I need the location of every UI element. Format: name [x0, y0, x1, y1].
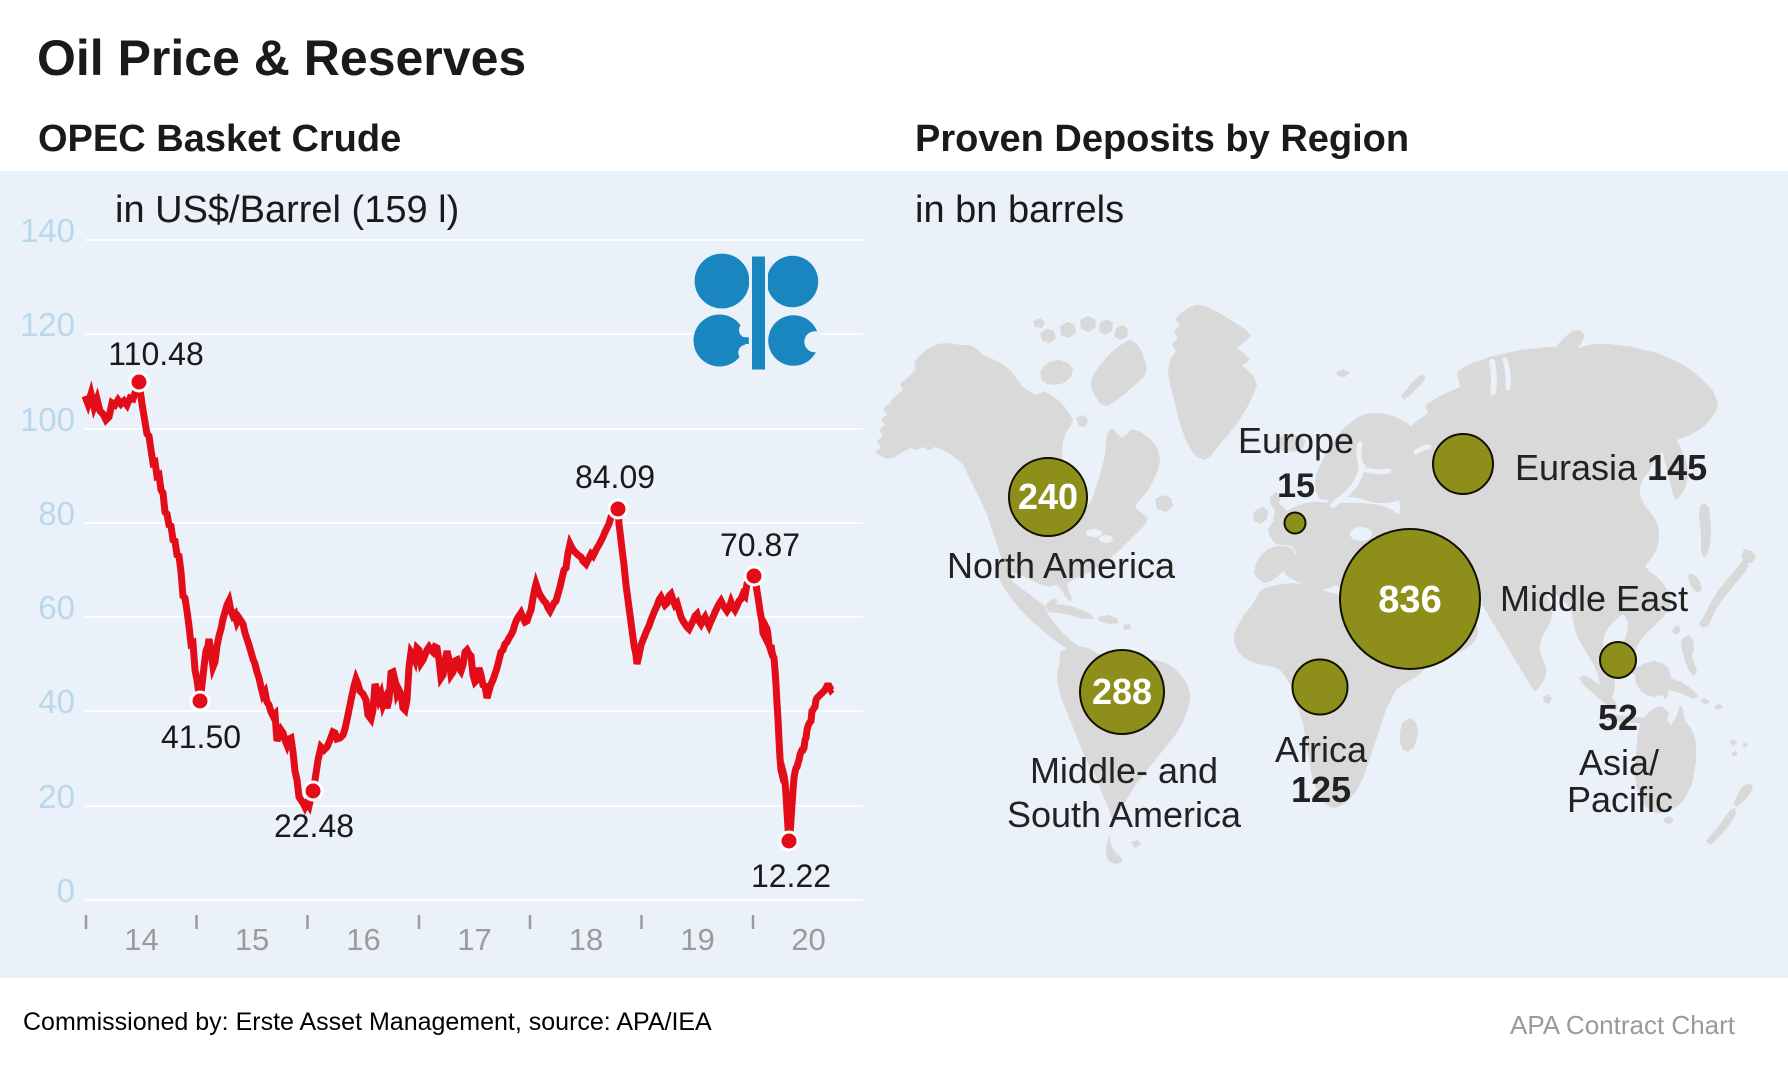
svg-text:15: 15 — [235, 922, 269, 957]
svg-text:South America: South America — [1007, 794, 1242, 835]
svg-text:APA Contract Chart: APA Contract Chart — [1510, 1010, 1736, 1040]
svg-text:120: 120 — [20, 306, 75, 343]
svg-text:OPEC Basket Crude: OPEC Basket Crude — [38, 118, 401, 160]
svg-text:240: 240 — [1018, 476, 1078, 517]
svg-text:52: 52 — [1598, 697, 1638, 738]
svg-text:20: 20 — [791, 922, 825, 957]
svg-text:125: 125 — [1291, 769, 1351, 810]
svg-text:70.87: 70.87 — [720, 527, 800, 563]
svg-text:0: 0 — [57, 872, 75, 909]
svg-text:17: 17 — [457, 922, 491, 957]
svg-text:Commissioned by: Erste Asset M: Commissioned by: Erste Asset Management,… — [23, 1008, 712, 1036]
svg-text:19: 19 — [680, 922, 714, 957]
svg-text:100: 100 — [20, 401, 75, 438]
svg-text:12.22: 12.22 — [751, 858, 831, 894]
svg-text:836: 836 — [1378, 579, 1441, 621]
svg-text:110.48: 110.48 — [108, 336, 204, 372]
svg-text:22.48: 22.48 — [274, 808, 354, 844]
svg-text:Middle- and: Middle- and — [1030, 750, 1218, 791]
svg-text:84.09: 84.09 — [575, 459, 655, 495]
svg-text:80: 80 — [38, 495, 75, 532]
svg-text:20: 20 — [38, 778, 75, 815]
svg-text:Europe: Europe — [1238, 420, 1354, 461]
svg-text:41.50: 41.50 — [161, 719, 241, 755]
svg-text:60: 60 — [38, 589, 75, 626]
svg-text:14: 14 — [124, 922, 158, 957]
svg-text:Middle East: Middle East — [1500, 578, 1688, 619]
svg-text:140: 140 — [20, 212, 75, 249]
svg-text:Pacific: Pacific — [1567, 779, 1673, 820]
svg-text:15: 15 — [1277, 467, 1315, 505]
svg-text:18: 18 — [569, 922, 603, 957]
svg-text:Oil Price & Reserves: Oil Price & Reserves — [37, 30, 526, 86]
svg-text:Asia/: Asia/ — [1579, 742, 1659, 783]
svg-text:in US$/Barrel (159 l): in US$/Barrel (159 l) — [115, 189, 459, 231]
svg-text:16: 16 — [346, 922, 380, 957]
svg-text:40: 40 — [38, 683, 75, 720]
svg-text:288: 288 — [1092, 671, 1152, 712]
svg-text:Eurasia 145: Eurasia 145 — [1515, 447, 1707, 488]
svg-text:in bn barrels: in bn barrels — [915, 189, 1124, 231]
svg-text:North America: North America — [947, 545, 1176, 586]
svg-text:Proven Deposits by Region: Proven Deposits by Region — [915, 118, 1409, 160]
svg-text:Africa: Africa — [1275, 729, 1368, 770]
